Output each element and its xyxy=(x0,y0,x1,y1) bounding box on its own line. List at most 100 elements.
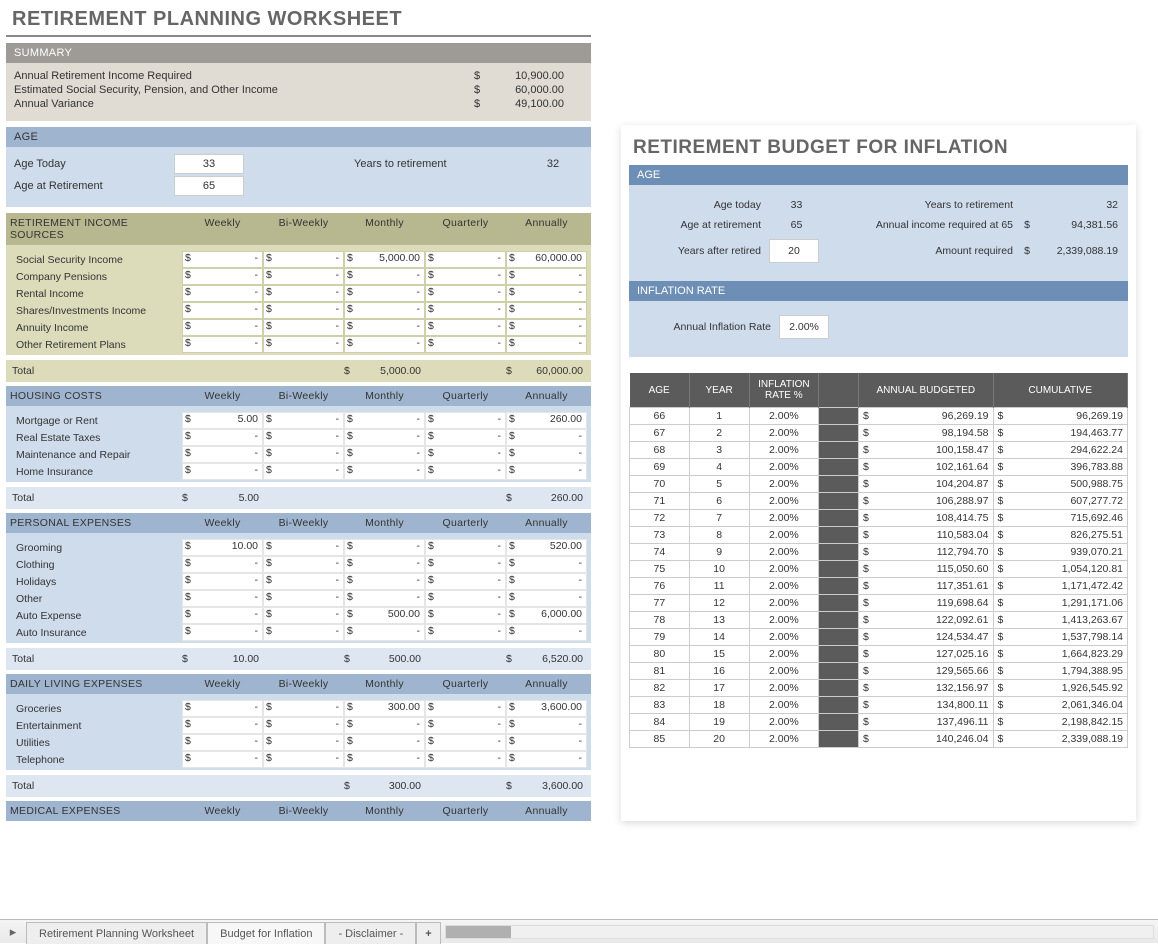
amount-cell[interactable]: $- xyxy=(182,556,263,573)
amount-cell[interactable]: $- xyxy=(425,251,506,268)
amount-cell[interactable]: $- xyxy=(344,590,425,607)
amount-cell[interactable]: $10.00 xyxy=(182,539,263,556)
amount-cell[interactable]: $- xyxy=(263,751,344,768)
age-today-input[interactable]: 33 xyxy=(174,154,244,174)
amount-cell[interactable]: $- xyxy=(425,319,506,336)
amount-cell[interactable]: $- xyxy=(506,302,587,319)
tab-worksheet[interactable]: Retirement Planning Worksheet xyxy=(26,922,207,944)
amount-cell[interactable]: $- xyxy=(425,590,506,607)
amount-cell[interactable]: $- xyxy=(506,624,587,641)
amount-cell[interactable]: $- xyxy=(263,251,344,268)
years-retired-input[interactable]: 20 xyxy=(769,239,819,263)
amount-cell[interactable]: $- xyxy=(263,734,344,751)
amount-cell[interactable]: $- xyxy=(506,717,587,734)
amount-cell[interactable]: $6,000.00 xyxy=(506,607,587,624)
amount-cell[interactable]: $- xyxy=(344,734,425,751)
amount-cell[interactable]: $- xyxy=(182,429,263,446)
amount-cell[interactable]: $- xyxy=(263,717,344,734)
amount-cell[interactable]: $- xyxy=(425,268,506,285)
amount-cell[interactable]: $- xyxy=(506,268,587,285)
amount-cell[interactable]: $3,600.00 xyxy=(506,700,587,717)
amount-cell[interactable]: $- xyxy=(425,624,506,641)
amount-cell[interactable]: $- xyxy=(263,624,344,641)
amount-cell[interactable]: $- xyxy=(344,463,425,480)
amount-cell[interactable]: $- xyxy=(506,319,587,336)
amount-cell[interactable]: $- xyxy=(344,717,425,734)
amount-cell[interactable]: $- xyxy=(425,285,506,302)
amount-cell[interactable]: $- xyxy=(344,624,425,641)
amount-cell[interactable]: $- xyxy=(263,590,344,607)
amount-cell[interactable]: $- xyxy=(344,751,425,768)
amount-cell[interactable]: $- xyxy=(425,556,506,573)
amount-cell[interactable]: $- xyxy=(344,285,425,302)
amount-cell[interactable]: $- xyxy=(344,319,425,336)
amount-cell[interactable]: $- xyxy=(182,624,263,641)
amount-cell[interactable]: $- xyxy=(182,751,263,768)
amount-cell[interactable]: $- xyxy=(425,463,506,480)
amount-cell[interactable]: $- xyxy=(263,268,344,285)
amount-cell[interactable]: $- xyxy=(182,734,263,751)
amount-cell[interactable]: $- xyxy=(344,556,425,573)
age-retire-input[interactable]: 65 xyxy=(174,176,244,196)
amount-cell[interactable]: $60,000.00 xyxy=(506,251,587,268)
amount-cell[interactable]: $5.00 xyxy=(182,412,263,429)
amount-cell[interactable]: $- xyxy=(344,302,425,319)
amount-cell[interactable]: $- xyxy=(182,319,263,336)
amount-cell[interactable]: $- xyxy=(425,412,506,429)
amount-cell[interactable]: $- xyxy=(182,251,263,268)
amount-cell[interactable]: $- xyxy=(182,717,263,734)
amount-cell[interactable]: $- xyxy=(263,446,344,463)
amount-cell[interactable]: $- xyxy=(182,607,263,624)
amount-cell[interactable]: $- xyxy=(506,463,587,480)
amount-cell[interactable]: $- xyxy=(182,700,263,717)
amount-cell[interactable]: $- xyxy=(344,446,425,463)
amount-cell[interactable]: $- xyxy=(263,336,344,353)
amount-cell[interactable]: $- xyxy=(425,700,506,717)
amount-cell[interactable]: $- xyxy=(425,446,506,463)
inflation-rate-input[interactable]: 2.00% xyxy=(779,315,829,339)
amount-cell[interactable]: $- xyxy=(425,429,506,446)
amount-cell[interactable]: $- xyxy=(506,429,587,446)
amount-cell[interactable]: $- xyxy=(263,319,344,336)
amount-cell[interactable]: $- xyxy=(344,539,425,556)
amount-cell[interactable]: $- xyxy=(344,268,425,285)
amount-cell[interactable]: $- xyxy=(182,285,263,302)
tab-disclaimer[interactable]: - Disclaimer - xyxy=(325,922,416,944)
amount-cell[interactable]: $- xyxy=(344,336,425,353)
amount-cell[interactable]: $- xyxy=(263,700,344,717)
tab-nav-prev-icon[interactable]: ▸ xyxy=(0,924,26,940)
amount-cell[interactable]: $- xyxy=(344,412,425,429)
amount-cell[interactable]: $- xyxy=(182,463,263,480)
amount-cell[interactable]: $260.00 xyxy=(506,412,587,429)
amount-cell[interactable]: $- xyxy=(263,539,344,556)
amount-cell[interactable]: $- xyxy=(263,573,344,590)
amount-cell[interactable]: $- xyxy=(263,556,344,573)
amount-cell[interactable]: $- xyxy=(344,429,425,446)
amount-cell[interactable]: $- xyxy=(506,556,587,573)
amount-cell[interactable]: $- xyxy=(344,573,425,590)
amount-cell[interactable]: $- xyxy=(425,751,506,768)
amount-cell[interactable]: $- xyxy=(263,302,344,319)
amount-cell[interactable]: $300.00 xyxy=(344,700,425,717)
amount-cell[interactable]: $- xyxy=(263,463,344,480)
amount-cell[interactable]: $- xyxy=(506,751,587,768)
amount-cell[interactable]: $500.00 xyxy=(344,607,425,624)
amount-cell[interactable]: $- xyxy=(425,539,506,556)
amount-cell[interactable]: $- xyxy=(506,734,587,751)
amount-cell[interactable]: $- xyxy=(425,717,506,734)
amount-cell[interactable]: $- xyxy=(506,336,587,353)
amount-cell[interactable]: $5,000.00 xyxy=(344,251,425,268)
tab-add-button[interactable]: + xyxy=(416,922,440,944)
amount-cell[interactable]: $- xyxy=(182,302,263,319)
amount-cell[interactable]: $- xyxy=(263,412,344,429)
amount-cell[interactable]: $- xyxy=(425,734,506,751)
amount-cell[interactable]: $- xyxy=(263,285,344,302)
amount-cell[interactable]: $- xyxy=(263,429,344,446)
amount-cell[interactable]: $- xyxy=(506,285,587,302)
amount-cell[interactable]: $- xyxy=(506,573,587,590)
amount-cell[interactable]: $- xyxy=(425,573,506,590)
amount-cell[interactable]: $- xyxy=(182,268,263,285)
amount-cell[interactable]: $- xyxy=(182,573,263,590)
amount-cell[interactable]: $- xyxy=(425,336,506,353)
amount-cell[interactable]: $- xyxy=(506,446,587,463)
